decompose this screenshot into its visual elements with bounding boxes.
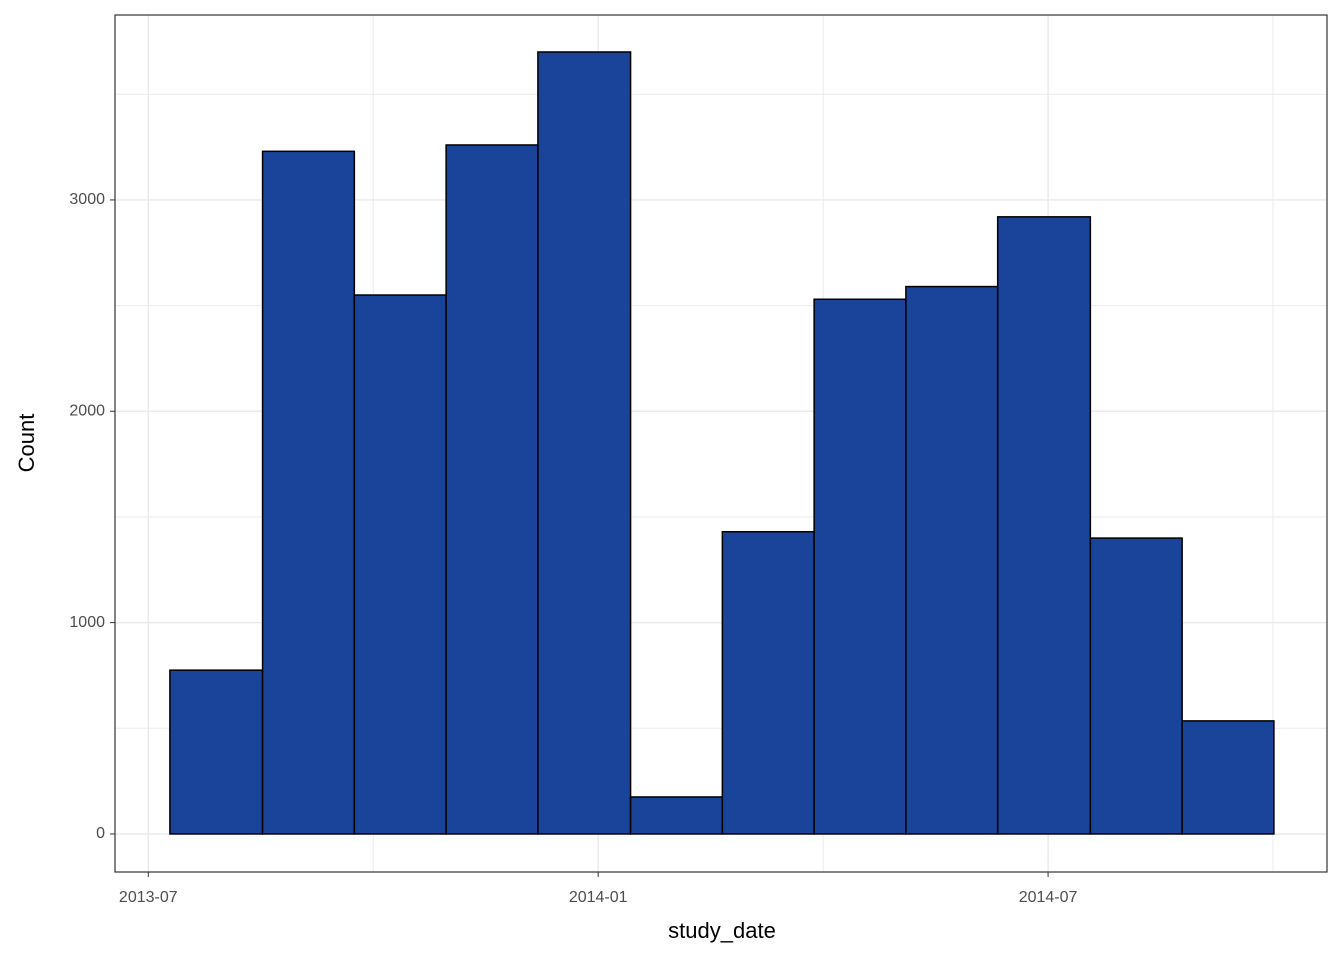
y-tick-label: 3000 <box>69 191 105 208</box>
bar <box>1181 720 1275 835</box>
x-tick-label: 2014-01 <box>569 889 628 906</box>
y-tick-label: 1000 <box>69 614 105 631</box>
bar <box>629 796 724 835</box>
bar <box>169 669 264 835</box>
panel-border <box>114 14 1328 873</box>
x-tick-label: 2013-07 <box>119 889 178 906</box>
bar <box>537 51 632 835</box>
bar <box>261 150 356 835</box>
bar <box>445 144 539 835</box>
bar <box>905 285 999 835</box>
bar <box>721 530 815 835</box>
x-axis-title: study_date <box>668 918 776 943</box>
bar <box>353 294 447 835</box>
x-tick-label: 2014-07 <box>1019 889 1078 906</box>
y-axis-title: Count <box>14 414 39 473</box>
bar <box>1089 537 1183 835</box>
bar <box>996 216 1092 835</box>
y-tick-label: 2000 <box>69 402 105 419</box>
y-tick-label: 0 <box>96 825 105 842</box>
bar <box>813 298 907 835</box>
